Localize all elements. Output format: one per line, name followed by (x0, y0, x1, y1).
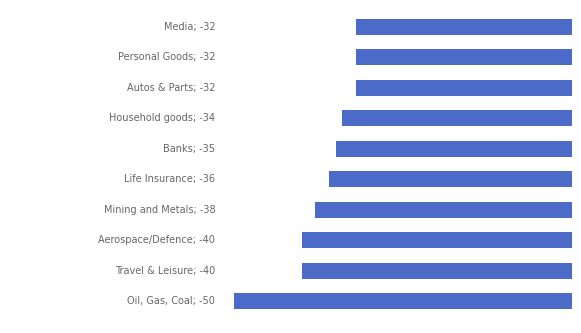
Text: Household goods; -34: Household goods; -34 (109, 113, 215, 123)
Bar (302, 263, 572, 279)
Text: Autos & Parts; -32: Autos & Parts; -32 (127, 83, 215, 93)
Text: Aerospace/Defence; -40: Aerospace/Defence; -40 (98, 235, 215, 245)
Text: Life Insurance; -36: Life Insurance; -36 (124, 174, 215, 184)
Bar (302, 232, 572, 248)
Bar (356, 49, 572, 65)
Bar (356, 19, 572, 35)
Bar (342, 110, 572, 126)
Text: Travel & Leisure; -40: Travel & Leisure; -40 (115, 266, 215, 276)
Bar (356, 80, 572, 96)
Bar (329, 171, 572, 187)
Text: Mining and Metals; -38: Mining and Metals; -38 (103, 205, 215, 215)
Bar (315, 202, 572, 218)
Text: Oil, Gas, Coal; -50: Oil, Gas, Coal; -50 (127, 296, 215, 306)
Bar (336, 141, 572, 157)
Bar (234, 293, 572, 309)
Text: Media; -32: Media; -32 (164, 22, 215, 32)
Text: Personal Goods; -32: Personal Goods; -32 (118, 52, 215, 62)
Text: Banks; -35: Banks; -35 (163, 144, 215, 154)
